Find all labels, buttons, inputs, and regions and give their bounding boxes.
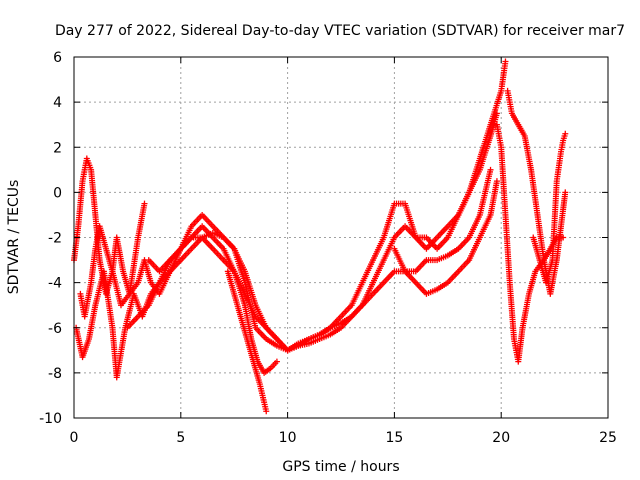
- grid: [74, 57, 608, 418]
- chart-title: Day 277 of 2022, Sidereal Day-to-day VTE…: [55, 23, 625, 39]
- series-satellite-track-5: [224, 268, 270, 415]
- y-tick-label: 2: [53, 140, 62, 156]
- y-tick-label: 0: [53, 185, 62, 201]
- data-point: [502, 58, 509, 65]
- data-point: [493, 178, 500, 185]
- data-point: [560, 234, 567, 241]
- x-tick-label: 0: [70, 430, 79, 446]
- data-point: [263, 408, 270, 415]
- y-tick-label: -8: [48, 366, 62, 382]
- y-tick-label: 4: [53, 95, 62, 111]
- series-satellite-track-9: [530, 130, 569, 286]
- y-tick-label: 6: [53, 50, 62, 66]
- y-tick-label: -10: [39, 411, 62, 427]
- x-tick-label: 25: [599, 430, 617, 446]
- data-point: [487, 166, 494, 173]
- x-tick-label: 10: [279, 430, 297, 446]
- x-tick-label: 20: [492, 430, 510, 446]
- y-tick-label: -2: [48, 231, 62, 247]
- y-tick-label: -4: [48, 276, 62, 292]
- axis-ticks: [73, 56, 609, 419]
- x-tick-label: 5: [176, 430, 185, 446]
- data-point: [141, 200, 148, 207]
- y-axis-title: SDTVAR / TECUs: [6, 180, 22, 295]
- x-axis-title: GPS time / hours: [282, 459, 399, 475]
- data-point: [273, 358, 280, 365]
- x-tick-labels: 0 5 10 15 20 25: [70, 430, 617, 446]
- y-tick-labels: -10 -8 -6 -4 -2 0 2 4 6: [39, 50, 62, 427]
- data-marks: [71, 58, 569, 415]
- data-point: [562, 130, 569, 137]
- series-satellite-track-2: [73, 58, 509, 381]
- y-tick-label: -6: [48, 321, 62, 337]
- series-satellite-track-6: [391, 178, 500, 297]
- series-satellite-track-10: [77, 200, 148, 320]
- x-tick-label: 15: [385, 430, 403, 446]
- data-point: [562, 189, 569, 196]
